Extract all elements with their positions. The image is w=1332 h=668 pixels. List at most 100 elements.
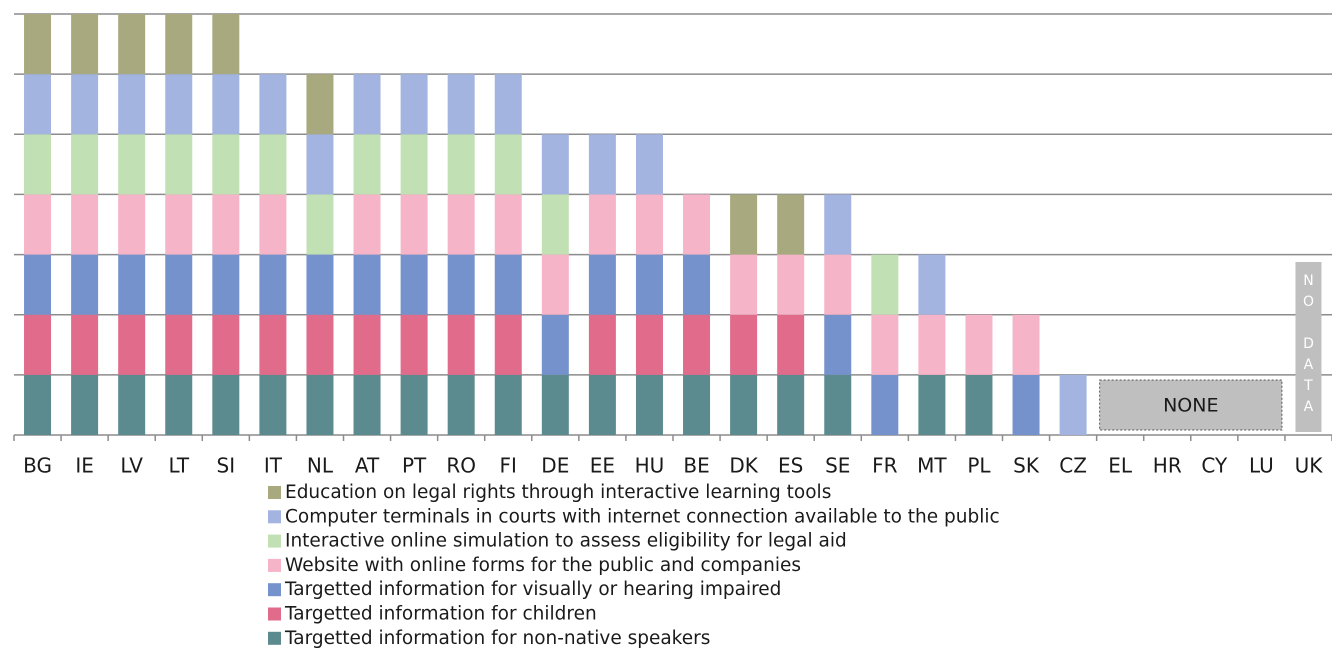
bar-segment — [683, 374, 711, 435]
no-data-box — [1295, 262, 1322, 432]
x-tick-label: FI — [500, 454, 517, 478]
x-tick-label: BG — [23, 454, 52, 478]
bar-segment — [777, 374, 805, 435]
bar-segment — [494, 194, 522, 255]
bar-segment — [635, 314, 663, 375]
bar-segment — [871, 254, 899, 315]
bar-segment — [494, 134, 522, 195]
legend-swatch — [268, 558, 281, 572]
bar-segment — [541, 314, 569, 375]
legend-label: Targetted information for visually or he… — [284, 579, 781, 600]
legend-label: Interactive online simulation to assess … — [285, 531, 847, 552]
x-tick-label: PT — [402, 454, 427, 478]
bar-segment — [165, 74, 193, 135]
bar-segment — [588, 314, 616, 375]
x-tick-label: FR — [872, 454, 898, 478]
bar-segment — [71, 74, 99, 135]
legend-label: Website with online forms for the public… — [285, 555, 801, 576]
bar-segment — [447, 374, 475, 435]
bar-segment — [212, 134, 240, 195]
bar-segment — [212, 314, 240, 375]
bar-segment — [730, 194, 758, 255]
bar-segment — [24, 314, 52, 375]
bar-segment — [165, 254, 193, 315]
bar-segment — [918, 374, 946, 435]
bar-segment — [353, 254, 381, 315]
bar-segment — [824, 194, 852, 255]
bar-segment — [306, 314, 334, 375]
x-tick-label: RO — [446, 454, 476, 478]
bar-segment — [165, 134, 193, 195]
bar-segment — [259, 134, 287, 195]
x-tick-label: HU — [635, 454, 665, 478]
bar-segment — [306, 74, 334, 135]
bar-segment — [730, 254, 758, 315]
bar-segment — [400, 254, 428, 315]
bar-segment — [259, 74, 287, 135]
bar-segment — [71, 14, 99, 75]
none-box — [1099, 379, 1283, 431]
bar-segment — [165, 314, 193, 375]
x-tick-label: ES — [778, 454, 803, 478]
bar-segment — [541, 374, 569, 435]
bar-segment — [306, 194, 334, 255]
bar-segment — [400, 74, 428, 135]
bar-segment — [24, 134, 52, 195]
bar-segment — [212, 14, 240, 75]
bar-segment — [588, 134, 616, 195]
bar-segment — [494, 74, 522, 135]
legend-label: Targetted information for non-native spe… — [284, 628, 710, 649]
bar-segment — [494, 374, 522, 435]
legend-swatch — [268, 607, 281, 621]
bar-segment — [447, 194, 475, 255]
bar-segment — [635, 374, 663, 435]
bar-segment — [730, 314, 758, 375]
bar-segment — [259, 254, 287, 315]
bar-segment — [588, 194, 616, 255]
bar-segment — [71, 314, 99, 375]
bar-segment — [71, 254, 99, 315]
bar-segment — [353, 74, 381, 135]
bar-segment — [306, 254, 334, 315]
x-tick-label: DE — [541, 454, 569, 478]
x-tick-label: SE — [825, 454, 850, 478]
bar-segment — [118, 74, 146, 135]
legend-label: Education on legal rights through intera… — [285, 482, 831, 503]
bar-segment — [447, 134, 475, 195]
bar-segment — [306, 134, 334, 195]
x-tick-label: EE — [590, 454, 615, 478]
bar-segment — [494, 314, 522, 375]
x-tick-label: SI — [217, 454, 236, 478]
bar-segment — [871, 374, 899, 435]
x-tick-label: LU — [1249, 454, 1274, 478]
bar-segment — [165, 14, 193, 75]
bar-segment — [353, 194, 381, 255]
bar-segment — [24, 74, 52, 135]
legend-swatch — [268, 486, 281, 499]
bar-segment — [24, 254, 52, 315]
bar-segment — [635, 254, 663, 315]
bar-segment — [683, 194, 711, 255]
bar-segment — [212, 374, 240, 435]
bar-segment — [683, 314, 711, 375]
bar-segment — [24, 194, 52, 255]
bar-segment — [777, 314, 805, 375]
bar-segment — [118, 134, 146, 195]
bar-segment — [212, 194, 240, 255]
bar-segment — [447, 74, 475, 135]
x-tick-label: AT — [355, 454, 380, 478]
x-tick-label: DK — [729, 454, 758, 478]
bar-segment — [118, 374, 146, 435]
x-tick-label: IT — [264, 454, 283, 478]
bar-segment — [259, 374, 287, 435]
bar-segment — [212, 254, 240, 315]
bar-segment — [1059, 374, 1087, 435]
x-tick-label: UK — [1295, 454, 1324, 478]
bar-segment — [353, 314, 381, 375]
bar-segment — [165, 374, 193, 435]
bar-segment — [824, 254, 852, 315]
bar-segment — [588, 254, 616, 315]
bar-segment — [447, 254, 475, 315]
bar-segment — [541, 134, 569, 195]
